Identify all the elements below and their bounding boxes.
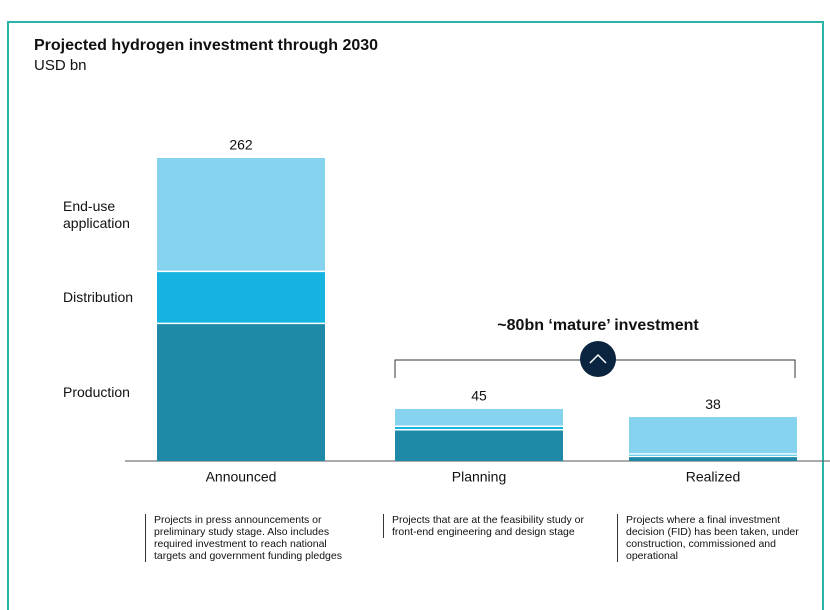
bar-segment [629,417,797,455]
total-label: 262 [229,137,253,153]
total-label: 38 [705,396,721,412]
x-tick-label: Planning [452,469,507,485]
category-description: Projects in press announcements or preli… [145,514,346,562]
frame [7,21,824,610]
bracket-icon [580,341,616,377]
chart-subtitle: USD bn [34,57,87,74]
annotation: ~80bn ‘mature’ investment [497,317,699,334]
bar-segment [157,271,325,324]
bar-segment [395,426,563,430]
series-label: Distribution [63,288,134,305]
bar-segment [157,323,325,461]
series-label: Production [63,383,130,400]
chevron [589,353,607,364]
chart-title: Projected hydrogen investment through 20… [34,37,378,54]
total-label: 45 [471,388,487,404]
bar-segment [157,158,325,272]
bar-segment [395,408,563,427]
x-tick-label: Realized [686,469,740,485]
category-description: Projects where a final investment decisi… [617,514,818,562]
bar-segment [395,429,563,461]
series-label: End-use application [63,197,130,231]
bar-segment [629,456,797,461]
x-tick-label: Announced [206,469,277,485]
category-description: Projects that are at the feasibility stu… [383,514,584,538]
bar-segment [629,454,797,457]
